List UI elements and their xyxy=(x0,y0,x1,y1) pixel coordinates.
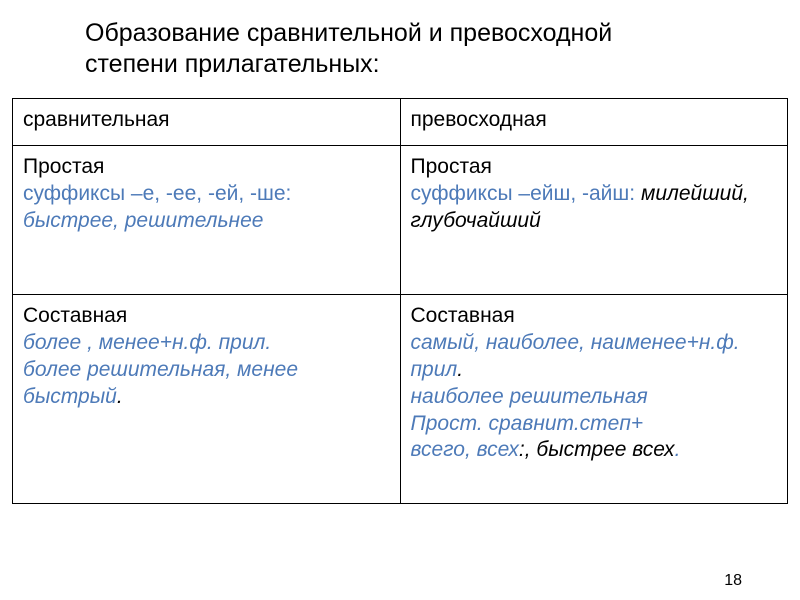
formula-compound-comparative: более , менее+н.ф. прил. xyxy=(23,331,271,354)
suffixes-superlative: суффиксы –ейш, -айш: xyxy=(411,182,636,205)
cell-simple-superlative: Простая суффиксы –ейш, -айш: милейший, г… xyxy=(400,146,788,295)
table-row-simple: Простая суффиксы –е, -ее, -ей, -ше: быст… xyxy=(13,146,788,295)
example-compound-superlative: наиболее решительная xyxy=(411,385,648,408)
example-compound-comparative: более решительная, менее быстрый xyxy=(23,358,298,408)
cell-compound-superlative: Составная самый, наиболее, наименее+н.ф.… xyxy=(400,295,788,504)
cell-simple-comparative: Простая суффиксы –е, -ее, -ей, -ше: быст… xyxy=(13,146,401,295)
comparison-table: сравнительная превосходная Простая суффи… xyxy=(12,98,788,504)
page-number: 18 xyxy=(724,572,742,590)
note-line2a: всего, всех xyxy=(411,438,519,461)
note-line2-dot: . xyxy=(675,438,681,461)
note-line2b: :, быстрее всех xyxy=(519,438,675,461)
label-simple-sup: Простая xyxy=(411,155,492,178)
suffixes-comparative: суффиксы –е, -ее, -ей, -ше: xyxy=(23,182,291,205)
label-simple: Простая xyxy=(23,155,104,178)
label-compound: Составная xyxy=(23,304,127,327)
cell-compound-comparative: Составная более , менее+н.ф. прил. более… xyxy=(13,295,401,504)
formula-tail-dot: . xyxy=(457,358,463,381)
table-header-row: сравнительная превосходная xyxy=(13,99,788,146)
note-line1: Прост. сравнит.степ+ xyxy=(411,412,644,435)
label-compound-sup: Составная xyxy=(411,304,515,327)
header-superlative: превосходная xyxy=(400,99,788,146)
table-row-compound: Составная более , менее+н.ф. прил. более… xyxy=(13,295,788,504)
slide-title: Образование сравнительной и превосходной… xyxy=(85,18,705,81)
header-comparative: сравнительная xyxy=(13,99,401,146)
example-simple-comparative: быстрее, решительнее xyxy=(23,209,263,232)
slide-page: { "title": "Образование сравнительной и … xyxy=(0,0,800,600)
example-tail-dot: . xyxy=(117,385,123,408)
